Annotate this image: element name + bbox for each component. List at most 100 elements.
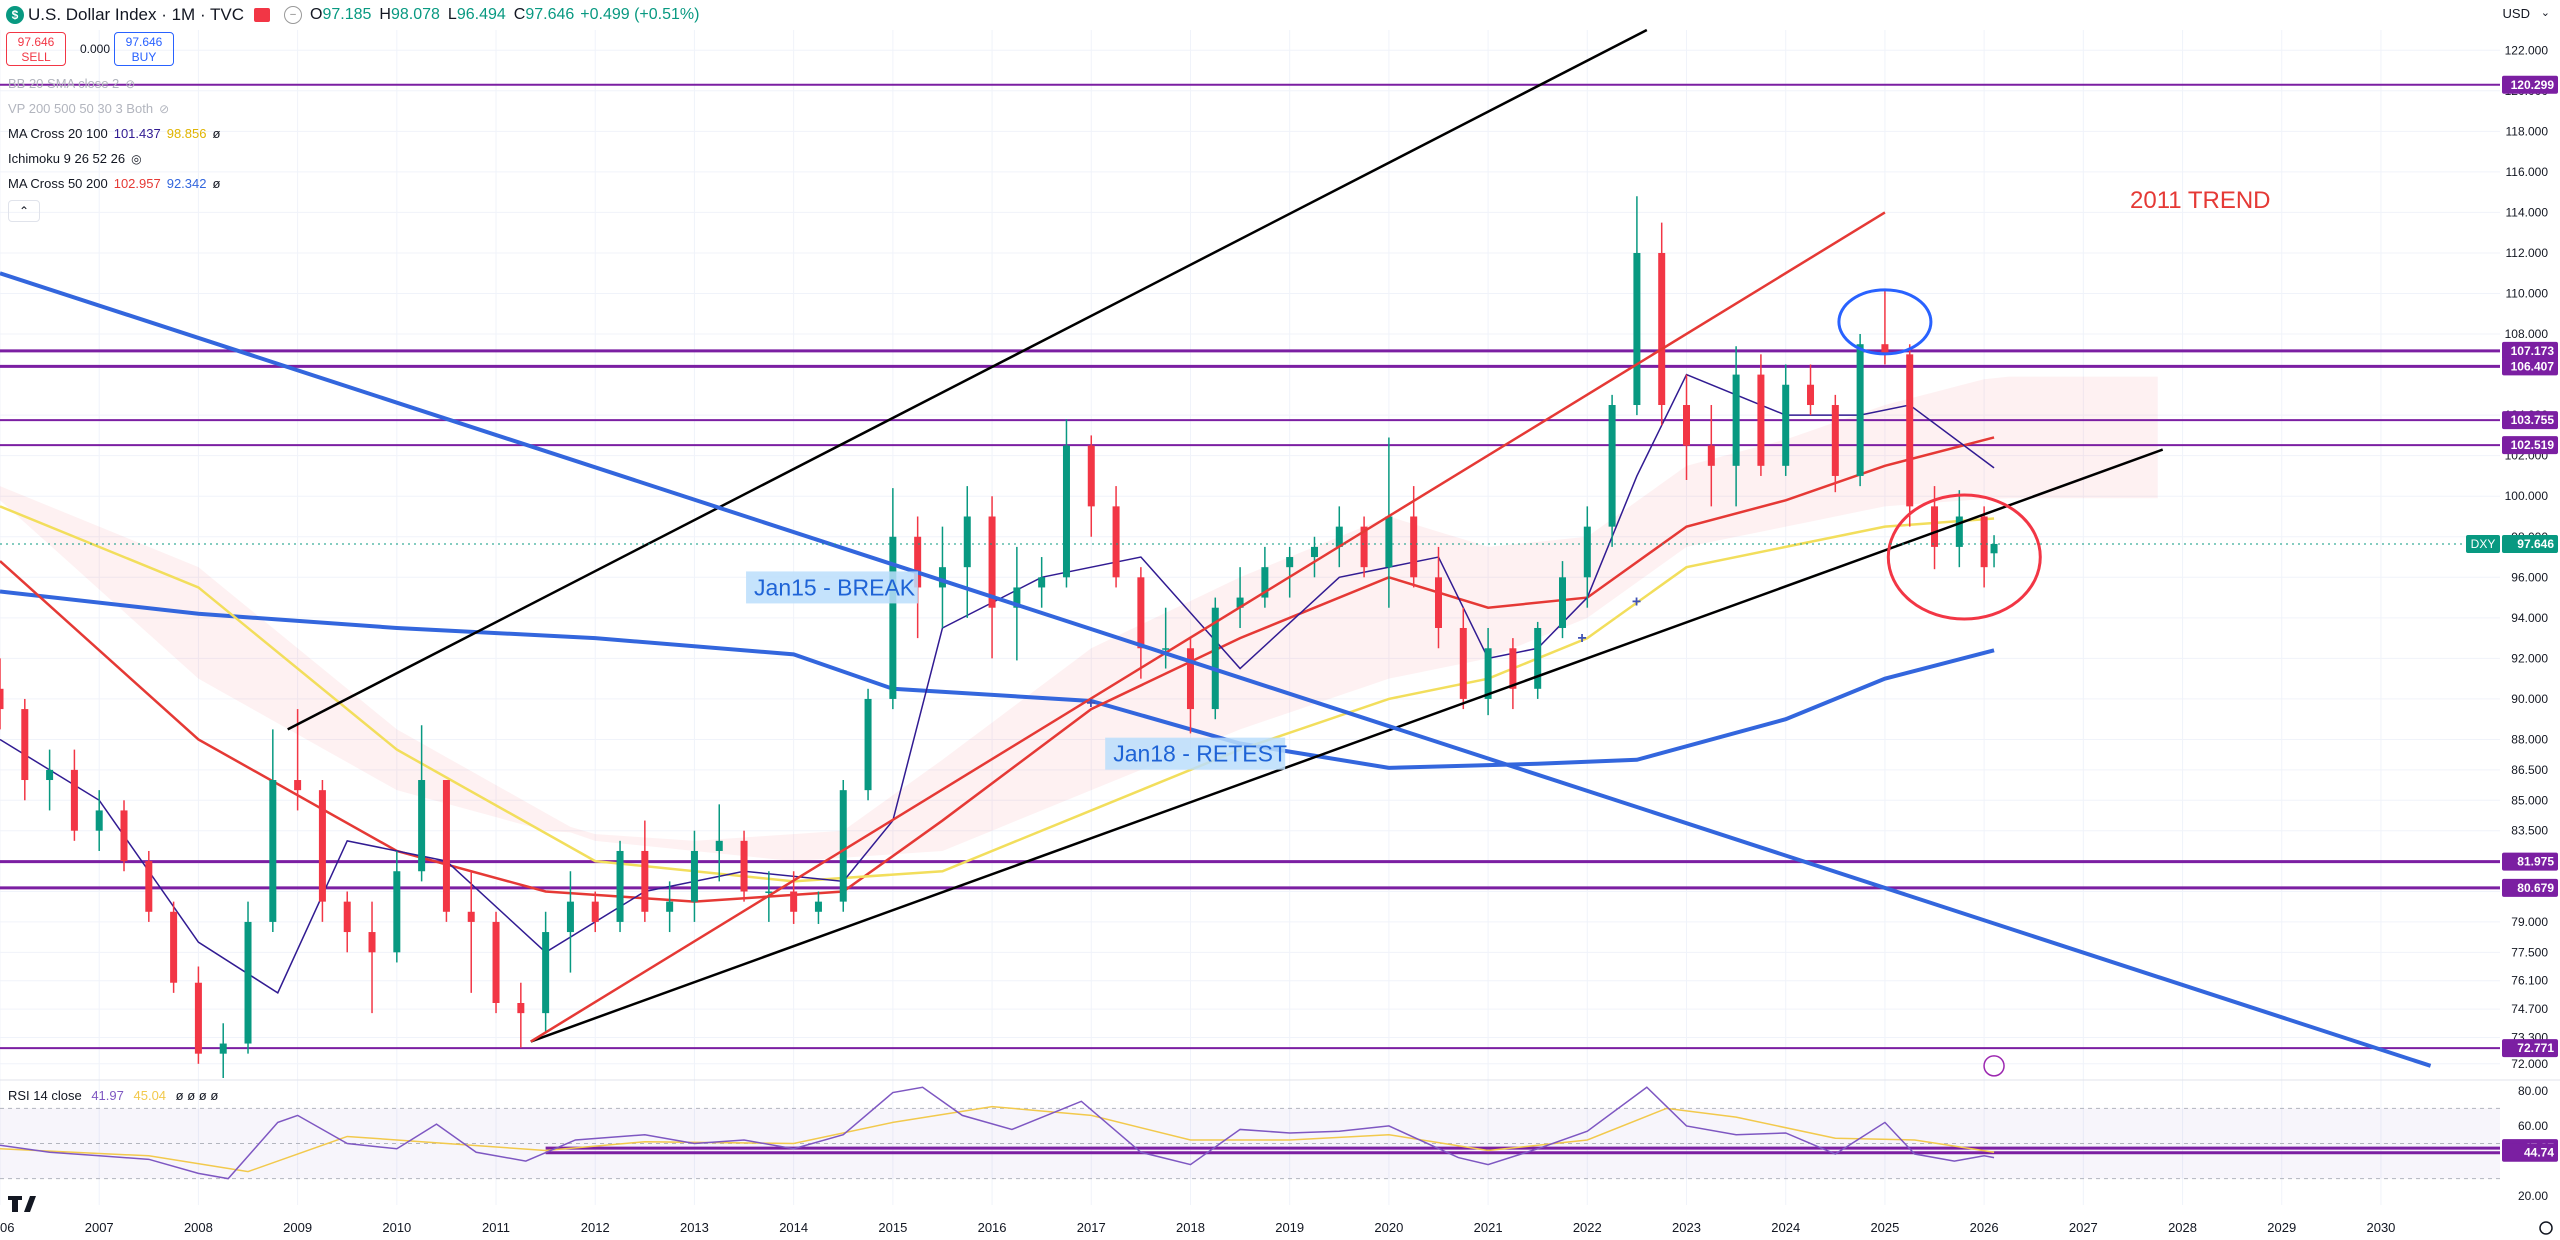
price-tick-label: 88.000 xyxy=(2511,732,2548,746)
time-tick-label: 2006 xyxy=(0,1220,14,1235)
current-price-label: 97.646 xyxy=(2517,537,2554,551)
indicator-name: BB 20 SMA close 2 xyxy=(8,76,120,91)
price-tick-label: 76.100 xyxy=(2511,974,2548,988)
annotation-2011-trend: 2011 TREND xyxy=(2130,187,2271,214)
drawings: 2011 TREND Jan15 - BREAK Jan18 - RETEST + + + xyxy=(0,187,2500,1077)
level-price-label-bg xyxy=(2502,436,2558,455)
candle-body xyxy=(1931,506,1939,547)
candle-body xyxy=(418,780,426,872)
candle-body xyxy=(368,932,376,953)
time-tick-label: 2010 xyxy=(382,1220,411,1235)
candle-body xyxy=(1087,445,1095,507)
time-tick-label: 2008 xyxy=(184,1220,213,1235)
low-label: L xyxy=(447,6,457,23)
candle-body xyxy=(1881,344,1889,355)
price-tick-label: 110.000 xyxy=(2506,287,2549,301)
level-price-label-bg xyxy=(2502,357,2558,376)
candle-body xyxy=(690,850,698,902)
candle-body xyxy=(46,769,54,781)
time-tick-label: 2026 xyxy=(1970,1220,1999,1235)
eye-hidden-icon[interactable]: ⊘ xyxy=(159,102,170,116)
candle-body xyxy=(1955,516,1963,547)
time-axis: 2006 2007 2008 2009 2010 2011 2012 2013 2014 2015… xyxy=(0,1196,2553,1235)
visibility-icon[interactable]: ◎ xyxy=(131,152,142,166)
trendline-long-downtrend xyxy=(0,271,2432,1068)
buy-button[interactable]: 97.646 BUY xyxy=(114,32,174,66)
candle-body xyxy=(1856,344,1864,476)
time-tick-label: 2022 xyxy=(1573,1220,1602,1235)
red-circle-drawing xyxy=(1886,493,2042,621)
high-label: H xyxy=(379,6,391,23)
indicator-suffix: ø xyxy=(212,126,221,141)
candle-body xyxy=(170,911,178,983)
level-price-label: 81.975 xyxy=(2517,855,2554,869)
flag-icon[interactable] xyxy=(254,8,271,22)
level-price-label: 102.519 xyxy=(2511,438,2555,452)
ma-line xyxy=(0,373,1995,994)
indicator-item[interactable]: BB 20 SMA close 2 ⊘ xyxy=(8,76,135,91)
indicator-item[interactable]: MA Cross 20 100 101.437 98.856 ø xyxy=(8,126,226,141)
candle-body xyxy=(517,1002,525,1014)
price-tick-label: 85.000 xyxy=(2511,793,2548,807)
annotation-bg xyxy=(1105,737,1286,770)
sell-button[interactable]: 97.646 SELL xyxy=(6,32,66,66)
time-tick-label: 2007 xyxy=(85,1220,114,1235)
candle-body xyxy=(1782,384,1790,466)
candle-body xyxy=(1013,587,1021,608)
candle-body xyxy=(542,932,550,1014)
symbol-title[interactable]: U.S. Dollar Index · 1M · TVC xyxy=(28,5,245,24)
candle-body xyxy=(864,698,872,791)
price-tick-label: 74.700 xyxy=(2511,1002,2548,1016)
close-value: 97.646 xyxy=(525,6,575,23)
candle-body xyxy=(1286,557,1294,568)
eye-hidden-icon[interactable]: ⊘ xyxy=(125,77,136,91)
blue-circle-drawing xyxy=(1837,288,1933,356)
candle-body xyxy=(1112,506,1120,578)
buy-price: 97.646 xyxy=(125,35,163,49)
collapse-legend-button[interactable]: ⌃ xyxy=(8,200,40,222)
cross-marker: + xyxy=(1577,630,1586,647)
tradingview-logo xyxy=(8,1196,36,1212)
rsi-line xyxy=(0,1086,1995,1180)
price-tick-label: 118.000 xyxy=(2506,124,2549,138)
time-tick-label: 2027 xyxy=(2069,1220,2098,1235)
chart-header: $ U.S. Dollar Index · 1M · TVC – O 97.185… xyxy=(0,0,705,30)
candle-body xyxy=(393,871,401,953)
time-tick-label: 2028 xyxy=(2168,1220,2197,1235)
time-tick-label: 2016 xyxy=(978,1220,1007,1235)
time-tick-label: 2014 xyxy=(779,1220,808,1235)
candle-body xyxy=(666,901,674,912)
candle-body xyxy=(963,516,971,568)
candle-body xyxy=(616,850,624,922)
price-tick-label: 94.000 xyxy=(2511,611,2548,625)
candle-body xyxy=(1062,445,1070,578)
candle-body xyxy=(145,861,153,912)
candle-body xyxy=(938,567,946,588)
price-tick-label: 114.000 xyxy=(2506,205,2549,219)
candle-body xyxy=(740,840,748,892)
candle-body xyxy=(95,810,103,831)
candle-body xyxy=(1509,648,1517,689)
candle-body xyxy=(839,790,847,902)
dash-icon[interactable]: – xyxy=(284,6,303,24)
symbol-badge-bg xyxy=(2466,534,2500,553)
rsi-ma-value: 45.04 xyxy=(133,1088,167,1103)
indicator-item[interactable]: VP 200 500 50 30 3 Both ⊘ xyxy=(8,101,169,116)
currency-label[interactable]: USD xyxy=(2502,6,2530,21)
spread-value: 0.000 xyxy=(80,42,111,56)
candle-body xyxy=(1236,597,1244,608)
time-tick-label: 2021 xyxy=(1474,1220,1503,1235)
indicator-item[interactable]: Ichimoku 9 26 52 26 ◎ xyxy=(8,151,142,166)
time-tick-label: 2009 xyxy=(283,1220,312,1235)
candle-body xyxy=(1906,354,1914,507)
candle-body xyxy=(294,780,302,791)
chevron-down-icon[interactable]: ⌄ xyxy=(2540,7,2550,19)
level-price-label-bg xyxy=(2502,411,2558,430)
candle-body xyxy=(1385,516,1393,568)
indicator-item[interactable]: MA Cross 50 200 102.957 92.342 ø xyxy=(8,176,226,191)
candle-body xyxy=(1459,627,1467,699)
indicator-value: 98.856 xyxy=(166,126,207,141)
indicator-name: VP 200 500 50 30 3 Both xyxy=(8,101,154,116)
sell-price: 97.646 xyxy=(17,35,55,49)
